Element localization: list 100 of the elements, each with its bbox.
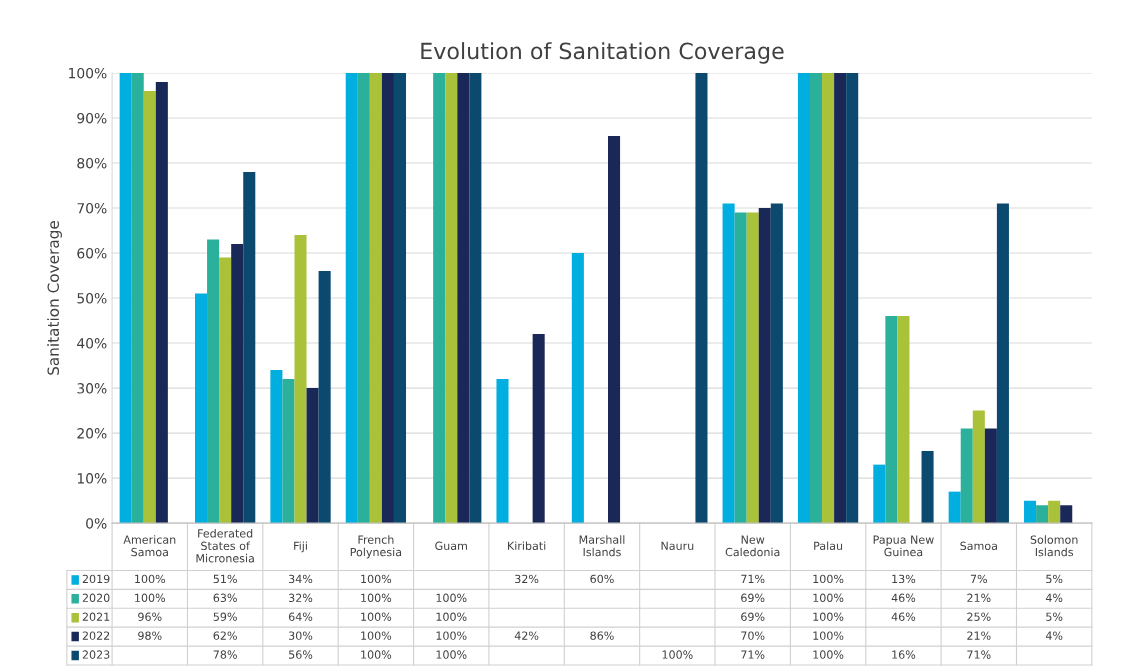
bar xyxy=(231,244,244,524)
bar xyxy=(155,81,168,524)
data-label: 46% xyxy=(891,612,916,621)
bar xyxy=(972,410,985,524)
bar xyxy=(695,72,708,524)
bar xyxy=(984,428,997,524)
bar xyxy=(195,293,208,524)
x-tick-label: Samoa xyxy=(960,541,997,551)
x-tick-label: New Caledonia xyxy=(725,535,780,557)
data-label: 100% xyxy=(135,574,166,584)
y-tick-label: 40% xyxy=(77,338,107,349)
data-label: 70% xyxy=(741,631,765,640)
y-tick-label: 90% xyxy=(77,112,107,124)
bar xyxy=(797,72,810,524)
data-label: 69% xyxy=(741,593,765,603)
bar xyxy=(131,72,144,524)
data-label: 100% xyxy=(361,574,392,584)
data-label: 4% xyxy=(1045,593,1063,603)
bar xyxy=(270,370,283,524)
y-tick-label: 100% xyxy=(69,67,107,79)
bar xyxy=(822,72,835,524)
bar xyxy=(207,239,220,524)
bar xyxy=(318,271,331,524)
data-label: 42% xyxy=(514,631,539,640)
data-label: 21% xyxy=(967,593,991,603)
bar xyxy=(873,464,886,524)
data-label: 100% xyxy=(436,650,467,659)
bar xyxy=(282,379,295,524)
data-label: 63% xyxy=(213,593,237,603)
data-label: 32% xyxy=(289,593,313,603)
data-label: 7% xyxy=(970,574,988,584)
data-label: 13% xyxy=(892,574,916,584)
x-tick-label: Guam xyxy=(435,541,467,551)
data-label: 100% xyxy=(813,612,844,621)
bar xyxy=(369,72,382,524)
data-label: 71% xyxy=(741,574,765,584)
data-label: 71% xyxy=(967,650,991,659)
bar xyxy=(571,253,584,524)
data-label: 32% xyxy=(515,574,539,584)
data-label: 100% xyxy=(361,612,392,621)
data-label: 96% xyxy=(138,612,162,621)
chart-title: Evolution of Sanitation Coverage xyxy=(421,42,784,64)
data-label: 86% xyxy=(590,631,614,640)
x-tick-label: Marshall Islands xyxy=(579,535,625,557)
data-label: 100% xyxy=(662,650,693,659)
y-tick-label: 20% xyxy=(77,428,107,439)
x-tick-label: French Polynesia xyxy=(350,535,402,559)
bar xyxy=(345,72,358,524)
x-tick-label: Papua New Guinea xyxy=(873,535,934,557)
bar xyxy=(532,334,545,524)
data-label: 62% xyxy=(213,631,237,640)
x-tick-label: Kiribati xyxy=(508,541,546,551)
y-tick-label: 0% xyxy=(86,518,107,529)
bar xyxy=(1036,505,1049,524)
data-label: 21% xyxy=(967,631,991,640)
bar xyxy=(746,212,759,524)
legend-label: 2021 xyxy=(82,612,110,621)
bar xyxy=(393,72,407,524)
y-tick-label: 10% xyxy=(77,473,107,484)
data-label: 64% xyxy=(288,612,313,621)
y-tick-label: 60% xyxy=(77,247,107,259)
bar xyxy=(948,491,961,524)
x-tick-label: Solomon Islands xyxy=(1030,535,1078,557)
data-label: 25% xyxy=(967,612,991,621)
data-label: 5% xyxy=(1046,574,1063,584)
bar xyxy=(885,316,898,524)
data-label: 69% xyxy=(741,612,765,621)
data-label: 100% xyxy=(813,650,844,659)
x-tick-label: Nauru xyxy=(661,541,694,551)
bar xyxy=(219,257,232,524)
bar xyxy=(457,72,470,524)
legend-label: 2019 xyxy=(82,574,110,584)
bar xyxy=(897,316,910,524)
y-tick-label: 50% xyxy=(77,293,107,304)
bar xyxy=(243,171,256,524)
data-label: 98% xyxy=(138,631,162,640)
data-label: 34% xyxy=(289,574,313,584)
data-label: 46% xyxy=(891,593,916,603)
bar xyxy=(294,235,307,524)
bar xyxy=(1060,505,1073,524)
data-label: 4% xyxy=(1045,631,1063,640)
bar xyxy=(734,212,747,524)
bar xyxy=(357,72,370,524)
y-tick-label: 80% xyxy=(77,157,107,169)
data-label: 100% xyxy=(813,574,844,584)
bar xyxy=(496,379,509,524)
data-label: 100% xyxy=(436,612,467,621)
bar xyxy=(834,72,847,524)
bar xyxy=(433,72,446,524)
data-label: 60% xyxy=(590,574,614,584)
data-label: 59% xyxy=(213,612,237,621)
bar xyxy=(119,72,132,524)
legend-label: 2022 xyxy=(82,631,110,640)
data-label: 100% xyxy=(361,593,392,603)
legend-label: 2020 xyxy=(82,593,110,603)
bar xyxy=(608,135,621,524)
data-label: 100% xyxy=(813,593,844,603)
bar xyxy=(381,72,394,524)
data-label: 16% xyxy=(892,650,916,659)
y-tick-label: 70% xyxy=(77,202,107,214)
